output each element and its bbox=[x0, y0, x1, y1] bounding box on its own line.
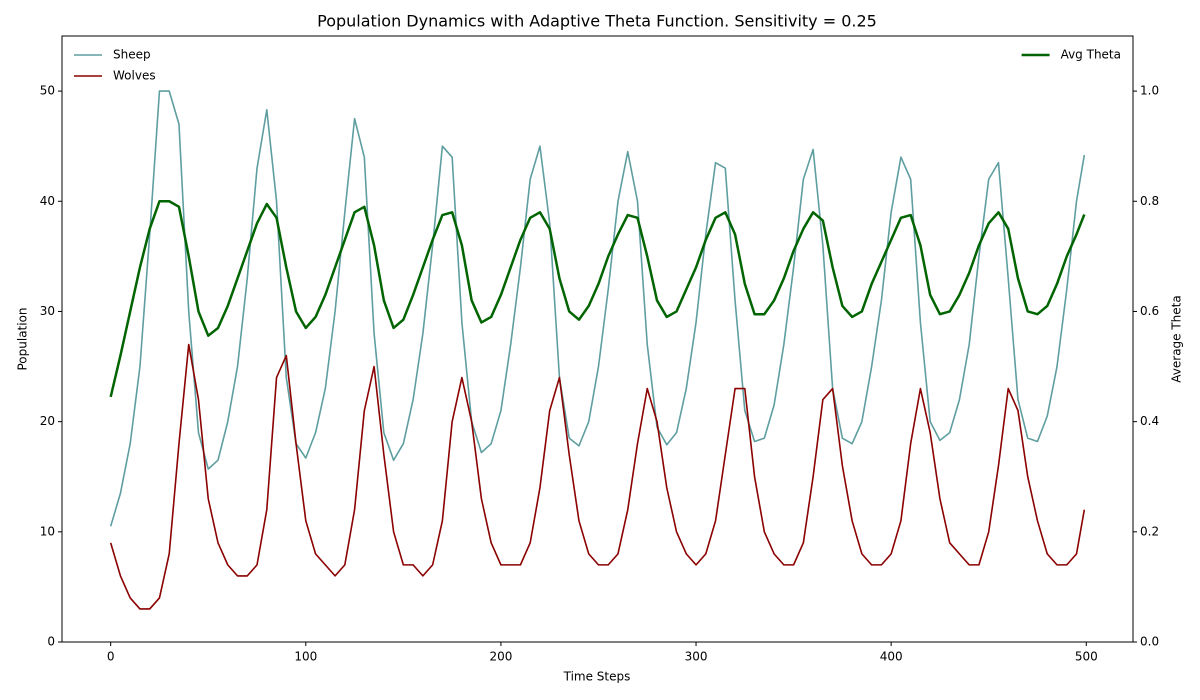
x-tick-label: 500 bbox=[1075, 650, 1098, 664]
series-line bbox=[109, 200, 1086, 398]
legend-label: Sheep bbox=[113, 48, 151, 62]
x-tick-label: 200 bbox=[489, 650, 512, 664]
y2-tick-label: 0.6 bbox=[1140, 304, 1159, 318]
x-tick-label: 400 bbox=[880, 650, 903, 664]
series-line bbox=[109, 90, 1086, 527]
y2-tick-label: 0.8 bbox=[1140, 194, 1159, 208]
y-tick-label: 10 bbox=[40, 524, 55, 538]
x-tick-label: 300 bbox=[685, 650, 708, 664]
x-tick-label: 100 bbox=[294, 650, 317, 664]
y-tick-label: 20 bbox=[40, 414, 55, 428]
y2-tick-label: 0.0 bbox=[1140, 635, 1159, 649]
y2-tick-label: 1.0 bbox=[1140, 84, 1159, 98]
x-axis-label: Time Steps bbox=[563, 670, 631, 684]
chart-title: Population Dynamics with Adaptive Theta … bbox=[317, 12, 877, 31]
legend-label: Avg Theta bbox=[1061, 48, 1121, 62]
plot-frame bbox=[61, 35, 1134, 643]
y-tick-label: 50 bbox=[40, 84, 55, 98]
x-tick-label: 0 bbox=[107, 650, 115, 664]
y-tick-label: 0 bbox=[47, 635, 55, 649]
legend-label: Wolves bbox=[113, 69, 156, 83]
series-line bbox=[109, 343, 1086, 610]
y2-axis-label: Average Theta bbox=[1170, 295, 1184, 382]
y-tick-label: 40 bbox=[40, 194, 55, 208]
y-tick-label: 30 bbox=[40, 304, 55, 318]
y-axis-label: Population bbox=[16, 307, 30, 370]
y2-tick-label: 0.4 bbox=[1140, 414, 1159, 428]
y2-tick-label: 0.2 bbox=[1140, 524, 1159, 538]
